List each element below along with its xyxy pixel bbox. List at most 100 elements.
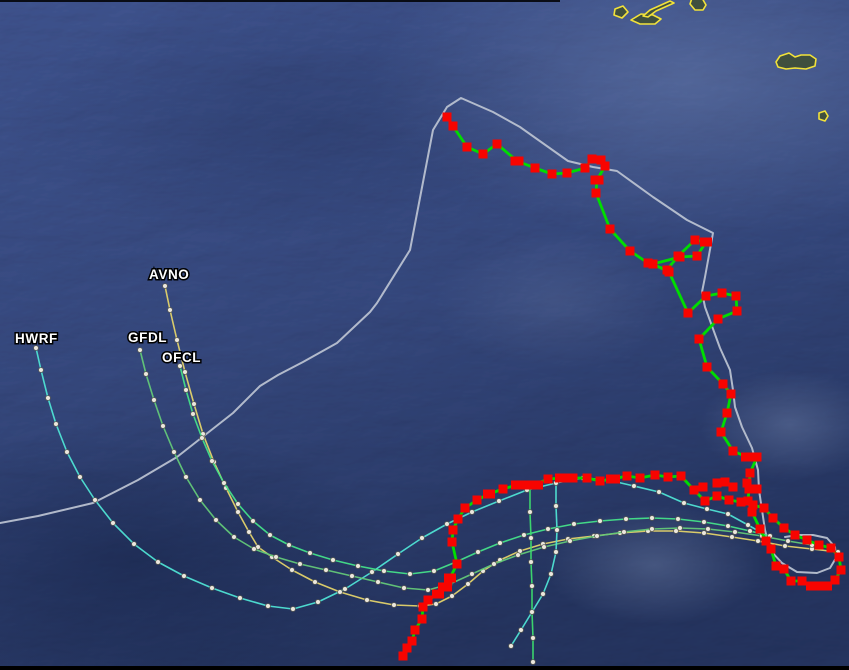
best-track-marker[interactable] <box>726 389 736 399</box>
best-track-marker[interactable] <box>722 408 732 418</box>
best-track-marker[interactable] <box>755 524 765 534</box>
best-track-marker[interactable] <box>478 149 488 159</box>
best-track-marker[interactable] <box>683 308 693 318</box>
best-track-marker[interactable] <box>643 258 653 268</box>
model-track-point[interactable] <box>785 538 791 544</box>
model-track-point[interactable] <box>497 540 503 546</box>
model-track-point[interactable] <box>553 503 559 509</box>
best-track-marker[interactable] <box>492 139 502 149</box>
best-track-marker[interactable] <box>596 155 606 165</box>
model-track-point[interactable] <box>681 500 687 506</box>
model-track-point[interactable] <box>167 307 173 313</box>
best-track-marker[interactable] <box>779 564 789 574</box>
best-track-marker[interactable] <box>664 267 674 277</box>
best-track-marker[interactable] <box>732 306 742 316</box>
model-track-point[interactable] <box>221 480 227 486</box>
model-track-point[interactable] <box>496 498 502 504</box>
model-track-point[interactable] <box>199 435 205 441</box>
model-track-point[interactable] <box>197 497 203 503</box>
model-track-point[interactable] <box>235 501 241 507</box>
model-track-point[interactable] <box>705 526 711 532</box>
model-track-point[interactable] <box>545 526 551 532</box>
model-track-point[interactable] <box>469 571 475 577</box>
best-track-marker[interactable] <box>700 237 712 247</box>
model-track-point[interactable] <box>649 526 655 532</box>
model-track-point[interactable] <box>183 474 189 480</box>
best-track-marker[interactable] <box>498 484 508 494</box>
best-track-marker[interactable] <box>568 473 578 483</box>
model-track-point[interactable] <box>369 569 375 575</box>
model-track-point[interactable] <box>209 585 215 591</box>
model-label-ofcl[interactable]: OFCL <box>161 349 203 367</box>
best-track-marker[interactable] <box>689 485 699 495</box>
model-track-point[interactable] <box>110 520 116 526</box>
model-track-point[interactable] <box>53 421 59 427</box>
model-track-point[interactable] <box>419 535 425 541</box>
best-track-marker[interactable] <box>483 489 495 499</box>
best-track-marker[interactable] <box>694 334 704 344</box>
model-track-point[interactable] <box>475 549 481 555</box>
model-track-point[interactable] <box>554 527 560 533</box>
model-track-point[interactable] <box>330 557 336 563</box>
model-track-point[interactable] <box>528 535 534 541</box>
best-track-marker[interactable] <box>766 544 776 554</box>
model-track-point[interactable] <box>701 519 707 525</box>
best-track-marker[interactable] <box>744 484 754 494</box>
model-track-point[interactable] <box>465 581 471 587</box>
best-track-marker[interactable] <box>786 576 796 586</box>
best-track-marker[interactable] <box>690 235 700 245</box>
best-track-marker[interactable] <box>830 575 840 585</box>
best-track-marker[interactable] <box>587 154 597 164</box>
model-track-point[interactable] <box>725 511 731 517</box>
best-track-marker[interactable] <box>582 473 592 483</box>
model-track-point[interactable] <box>433 601 439 607</box>
model-track-point[interactable] <box>286 542 292 548</box>
best-track-marker[interactable] <box>510 156 524 166</box>
model-track-point[interactable] <box>349 573 355 579</box>
best-track-marker[interactable] <box>779 523 789 533</box>
best-track-marker[interactable] <box>761 536 771 546</box>
best-track-marker[interactable] <box>790 530 800 540</box>
model-track-point[interactable] <box>64 449 70 455</box>
best-track-marker[interactable] <box>444 573 456 583</box>
model-track-point[interactable] <box>704 506 710 512</box>
best-track-marker[interactable] <box>736 497 746 507</box>
best-track-marker[interactable] <box>716 427 726 437</box>
model-track-point[interactable] <box>567 538 573 544</box>
model-track-point[interactable] <box>541 544 547 550</box>
model-track-point[interactable] <box>77 474 83 480</box>
model-track-point[interactable] <box>174 337 180 343</box>
best-track-marker[interactable] <box>447 537 457 547</box>
model-track-point[interactable] <box>425 587 431 593</box>
model-track-point[interactable] <box>323 567 329 573</box>
model-track-point[interactable] <box>597 518 603 524</box>
model-track-point[interactable] <box>155 559 161 565</box>
model-track-point[interactable] <box>649 515 655 521</box>
model-track-point[interactable] <box>33 345 39 351</box>
best-track-marker[interactable] <box>438 582 452 592</box>
best-track-marker[interactable] <box>700 496 710 506</box>
best-track-marker[interactable] <box>423 595 433 605</box>
best-track-marker[interactable] <box>806 581 820 591</box>
model-track-point[interactable] <box>337 589 343 595</box>
model-track-point[interactable] <box>364 597 370 603</box>
best-track-marker[interactable] <box>728 446 738 456</box>
best-track-marker[interactable] <box>625 246 635 256</box>
model-track-point[interactable] <box>267 532 273 538</box>
best-track-marker[interactable] <box>797 576 807 586</box>
best-track-marker[interactable] <box>717 288 727 298</box>
model-track-point[interactable] <box>745 522 751 528</box>
model-track-point[interactable] <box>231 534 237 540</box>
best-track-marker[interactable] <box>741 452 753 462</box>
best-track-marker[interactable] <box>650 470 660 480</box>
best-track-marker[interactable] <box>759 503 769 513</box>
model-track-point[interactable] <box>508 643 514 649</box>
model-track-point[interactable] <box>401 585 407 591</box>
model-label-gfdl[interactable]: GFDL <box>127 329 169 347</box>
model-track-point[interactable] <box>181 573 187 579</box>
best-track-marker[interactable] <box>622 471 632 481</box>
model-track-point[interactable] <box>449 593 455 599</box>
model-track-point[interactable] <box>315 599 321 605</box>
model-label-avno[interactable]: AVNO <box>148 266 191 284</box>
